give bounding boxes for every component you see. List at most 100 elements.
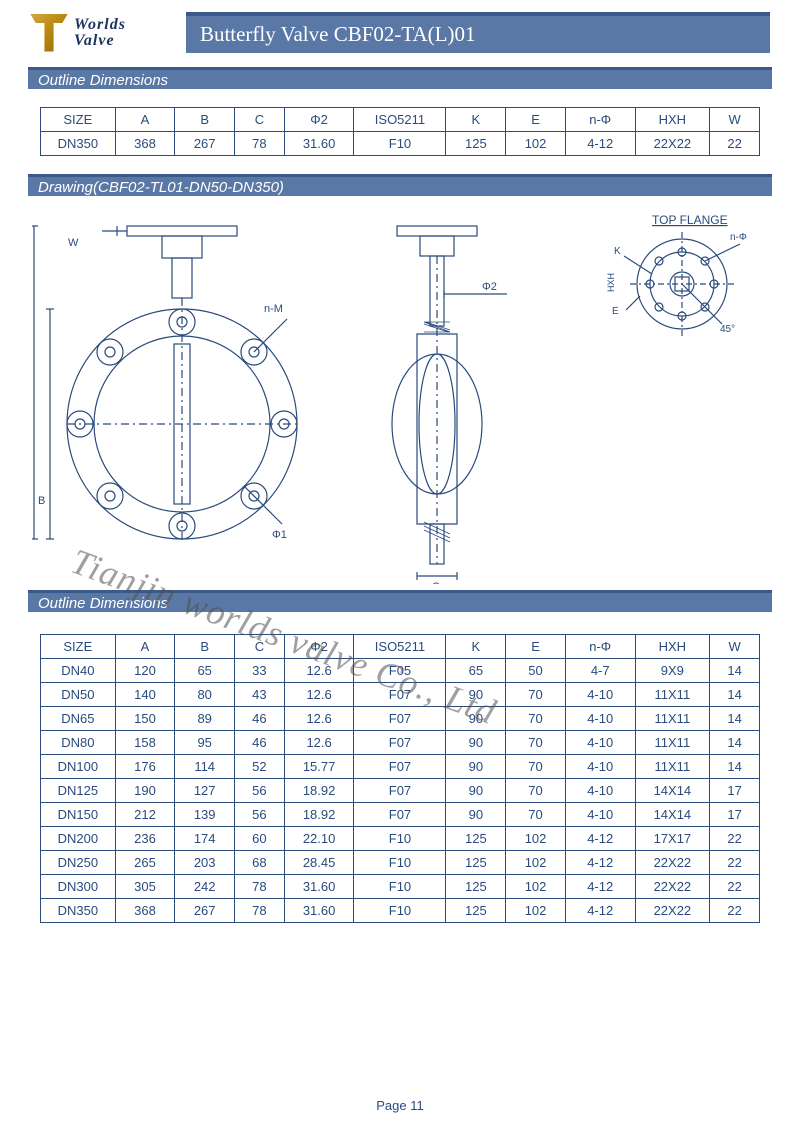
table-cell: F10 xyxy=(354,875,446,899)
table-row: DN3503682677831.60F101251024-1222X2222 xyxy=(41,132,760,156)
table-cell: 60 xyxy=(235,827,285,851)
table-cell: 4-12 xyxy=(565,899,635,923)
table-cell: 70 xyxy=(506,755,566,779)
table-row: DN1001761145215.77F0790704-1011X1114 xyxy=(41,755,760,779)
col-header: HXH xyxy=(635,108,710,132)
table-cell: 11X11 xyxy=(635,755,710,779)
table-cell: 368 xyxy=(115,899,175,923)
table-cell: F07 xyxy=(354,731,446,755)
logo-icon xyxy=(30,14,68,52)
dim-c: C xyxy=(432,581,440,584)
section-outline-2: Outline Dimensions xyxy=(28,590,772,612)
table-cell: 14 xyxy=(710,755,760,779)
table-cell: 265 xyxy=(115,851,175,875)
table-row: DN2002361746022.10F101251024-1217X1722 xyxy=(41,827,760,851)
table-cell: 125 xyxy=(446,899,506,923)
dim-nphi: n-Φ xyxy=(730,232,747,243)
table-cell: 50 xyxy=(506,659,566,683)
table-cell: F10 xyxy=(354,827,446,851)
table-cell: 90 xyxy=(446,779,506,803)
table-cell: 242 xyxy=(175,875,235,899)
col-header: SIZE xyxy=(41,108,116,132)
table-cell: DN350 xyxy=(41,132,116,156)
table-cell: 78 xyxy=(235,132,285,156)
table-cell: 78 xyxy=(235,899,285,923)
col-header: K xyxy=(446,635,506,659)
table-cell: 212 xyxy=(115,803,175,827)
table-cell: 305 xyxy=(115,875,175,899)
table-cell: 90 xyxy=(446,803,506,827)
col-header: W xyxy=(710,635,760,659)
table-cell: F07 xyxy=(354,707,446,731)
table-cell: DN100 xyxy=(41,755,116,779)
dim-phi2: Φ2 xyxy=(482,281,497,293)
table-cell: 174 xyxy=(175,827,235,851)
table-cell: 4-10 xyxy=(565,755,635,779)
table-cell: DN250 xyxy=(41,851,116,875)
table-cell: 4-10 xyxy=(565,683,635,707)
table-cell: 70 xyxy=(506,803,566,827)
table-cell: 102 xyxy=(506,827,566,851)
table-cell: 33 xyxy=(235,659,285,683)
table-cell: 4-12 xyxy=(565,851,635,875)
table-row: DN65150894612.6F0790704-1011X1114 xyxy=(41,707,760,731)
col-header: K xyxy=(446,108,506,132)
table2-header-row: SIZEABCΦ2ISO5211KEn-ΦHXHW xyxy=(41,635,760,659)
table-cell: 14X14 xyxy=(635,803,710,827)
table-cell: 125 xyxy=(446,851,506,875)
table-cell: 158 xyxy=(115,731,175,755)
table-cell: 14X14 xyxy=(635,779,710,803)
logo: Worlds Valve xyxy=(30,14,126,52)
dim-w: W xyxy=(68,237,79,249)
table-cell: 70 xyxy=(506,779,566,803)
dimensions-table-1: SIZEABCΦ2ISO5211KEn-ΦHXHW DN350368267783… xyxy=(40,107,760,156)
table-cell: 267 xyxy=(175,132,235,156)
table-cell: 31.60 xyxy=(284,132,354,156)
col-header: Φ2 xyxy=(284,108,354,132)
table-cell: 70 xyxy=(506,707,566,731)
table-cell: 11X11 xyxy=(635,707,710,731)
table-cell: DN125 xyxy=(41,779,116,803)
table-cell: 17 xyxy=(710,779,760,803)
table-cell: F05 xyxy=(354,659,446,683)
table-cell: 80 xyxy=(175,683,235,707)
table-row: DN80158954612.6F0790704-1011X1114 xyxy=(41,731,760,755)
table-cell: 102 xyxy=(506,132,566,156)
col-header: n-Φ xyxy=(565,635,635,659)
table-cell: 14 xyxy=(710,731,760,755)
table-cell: 150 xyxy=(115,707,175,731)
table-cell: 127 xyxy=(175,779,235,803)
table-cell: 12.6 xyxy=(284,683,354,707)
table-cell: F07 xyxy=(354,683,446,707)
table-cell: 78 xyxy=(235,875,285,899)
table-cell: 90 xyxy=(446,707,506,731)
page-number: Page 11 xyxy=(0,1098,800,1113)
table-cell: 65 xyxy=(446,659,506,683)
table-cell: 139 xyxy=(175,803,235,827)
table-cell: 90 xyxy=(446,683,506,707)
logo-line1: Worlds xyxy=(74,17,126,33)
table-cell: DN300 xyxy=(41,875,116,899)
table-cell: 31.60 xyxy=(284,875,354,899)
table-row: DN50140804312.6F0790704-1011X1114 xyxy=(41,683,760,707)
page-header: Worlds Valve Butterfly Valve CBF02-TA(L)… xyxy=(0,0,800,61)
col-header: n-Φ xyxy=(565,108,635,132)
table-cell: 4-10 xyxy=(565,707,635,731)
dim-b: B xyxy=(38,495,45,507)
col-header: W xyxy=(710,108,760,132)
table-cell: 102 xyxy=(506,851,566,875)
table-cell: 18.92 xyxy=(284,779,354,803)
table-cell: 22 xyxy=(710,899,760,923)
table-cell: 95 xyxy=(175,731,235,755)
table-cell: DN80 xyxy=(41,731,116,755)
table-cell: 22X22 xyxy=(635,875,710,899)
table-row: DN1251901275618.92F0790704-1014X1417 xyxy=(41,779,760,803)
col-header: B xyxy=(175,108,235,132)
col-header: A xyxy=(115,635,175,659)
table-cell: 17X17 xyxy=(635,827,710,851)
col-header: ISO5211 xyxy=(354,635,446,659)
table-cell: 140 xyxy=(115,683,175,707)
table-cell: 31.60 xyxy=(284,899,354,923)
table-cell: 22X22 xyxy=(635,132,710,156)
table-row: DN3003052427831.60F101251024-1222X2222 xyxy=(41,875,760,899)
